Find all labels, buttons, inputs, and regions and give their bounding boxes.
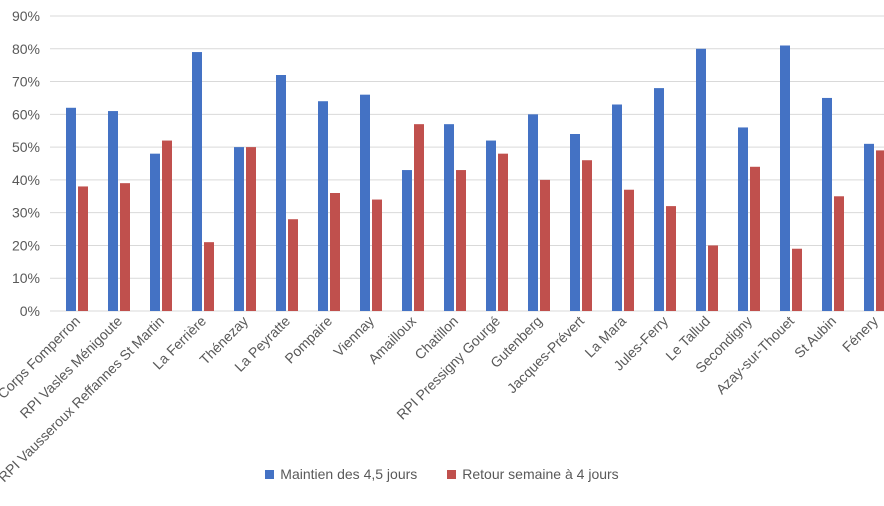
bar-series-2: [540, 179, 550, 311]
bar-series-1: [360, 94, 370, 312]
bar-series-2: [162, 140, 172, 311]
bar-series-2: [204, 242, 214, 311]
bar-series-2: [624, 189, 634, 311]
bar-series-1: [612, 104, 622, 311]
bar-series-1: [234, 147, 244, 311]
bar-series-2: [78, 186, 88, 311]
legend-label-series-2: Retour semaine à 4 jours: [462, 466, 619, 482]
y-tick-label: 80%: [12, 41, 40, 57]
legend-item-series-1: Maintien des 4,5 jours: [265, 466, 417, 482]
bar-series-1: [780, 45, 790, 311]
bar-series-1: [402, 170, 412, 311]
legend-swatch-series-1: [265, 469, 275, 479]
legend-item-series-2: Retour semaine à 4 jours: [447, 466, 619, 482]
bar-series-1: [822, 97, 832, 311]
bar-series-2: [792, 248, 802, 311]
bar-series-2: [246, 147, 256, 311]
bar-series-2: [708, 245, 718, 311]
bar-series-1: [486, 140, 496, 311]
x-category-label: Fénery: [839, 313, 881, 355]
x-category-label: Azay-sur-Thouet: [713, 313, 798, 398]
gridlines: [50, 15, 884, 312]
y-tick-label: 10%: [12, 270, 40, 286]
bar-series-2: [666, 206, 676, 311]
bar-series-1: [738, 127, 748, 311]
bar-series-2: [750, 166, 760, 311]
bar-series-1: [444, 124, 454, 312]
bar-series-2: [498, 153, 508, 311]
bar-series-2: [288, 219, 298, 311]
bar-series-1: [192, 52, 202, 312]
bar-series-1: [696, 48, 706, 312]
bar-series-2: [372, 199, 382, 311]
y-tick-label: 90%: [12, 8, 40, 24]
y-tick-label: 60%: [12, 106, 40, 122]
bar-series-1: [108, 111, 118, 311]
y-axis-ticks: 0% 10% 20% 30% 40% 50% 60% 70% 80% 90%: [12, 8, 40, 319]
y-tick-label: 30%: [12, 205, 40, 221]
bar-series-2: [120, 183, 130, 311]
bar-series-2: [876, 150, 884, 311]
y-tick-label: 50%: [12, 139, 40, 155]
legend: Maintien des 4,5 jours Retour semaine à …: [0, 466, 884, 482]
bar-series-1: [654, 88, 664, 311]
bar-series-1: [528, 114, 538, 311]
y-tick-label: 40%: [12, 172, 40, 188]
x-category-label: RPI Vausseroux Reffannes St Martin: [0, 313, 167, 485]
bar-series-2: [582, 160, 592, 311]
bar-series-1: [66, 107, 76, 312]
bar-series-1: [864, 143, 874, 311]
bar-series-2: [834, 196, 844, 311]
bars: [66, 45, 884, 312]
y-tick-label: 0%: [20, 303, 40, 319]
bar-series-1: [570, 134, 580, 311]
legend-label-series-1: Maintien des 4,5 jours: [280, 466, 418, 482]
y-tick-label: 70%: [12, 74, 40, 90]
bar-series-1: [150, 153, 160, 311]
legend-swatch-series-2: [447, 469, 457, 479]
x-category-label: Jacques-Prévert: [504, 313, 587, 396]
bar-series-2: [456, 170, 466, 311]
y-tick-label: 20%: [12, 237, 40, 253]
bar-series-2: [414, 124, 424, 312]
bar-series-2: [330, 193, 340, 311]
bar-series-1: [318, 101, 328, 311]
x-category-label: St Aubin: [791, 313, 839, 361]
bar-series-1: [276, 75, 286, 311]
